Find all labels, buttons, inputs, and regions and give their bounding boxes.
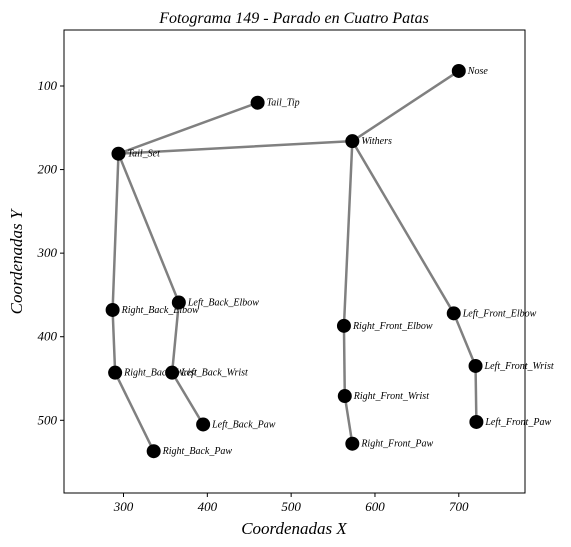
keypoint-left-front-wrist	[468, 358, 483, 373]
keypoint-right-back-elbow	[105, 302, 120, 317]
keypoint-left-back-elbow	[171, 295, 186, 310]
y-axis-label: Coordenadas Y	[7, 208, 26, 314]
x-tick-label-400: 400	[198, 499, 218, 514]
bone-tail-set-to-left-back-elbow	[117, 152, 181, 304]
bone-tail-set-to-tail-tip	[117, 101, 259, 155]
keypoint-label-right-back-paw: Right_Back_Paw	[162, 446, 233, 457]
x-tick-label-700: 700	[449, 499, 469, 514]
keypoint-label-left-back-paw: Left_Back_Paw	[211, 419, 276, 430]
keypoint-label-right-back-wrist: Right_Back_Wrist	[123, 368, 197, 379]
keypoint-label-tail-tip: Tail_Tip	[267, 98, 300, 109]
keypoint-label-nose: Nose	[467, 66, 489, 77]
keypoint-nose	[451, 63, 466, 78]
x-axis-label: Coordenadas X	[241, 519, 347, 538]
keypoint-label-right-front-wrist: Right_Front_Wrist	[353, 391, 429, 402]
bone-right-back-wrist-to-right-back-paw	[113, 371, 155, 453]
y-tick-label-400: 400	[38, 329, 58, 344]
x-axis-ticks: 300 400 500 600 700	[113, 493, 469, 514]
skeleton-bones	[111, 69, 478, 453]
keypoint-left-front-elbow	[446, 306, 461, 321]
bone-right-back-elbow-to-right-back-wrist	[111, 308, 117, 374]
bone-right-front-wrist-to-right-front-paw	[343, 394, 354, 445]
keypoint-left-front-paw	[469, 414, 484, 429]
keypoint-right-front-wrist	[337, 389, 352, 404]
keypoint-label-right-front-elbow: Right_Front_Elbow	[352, 321, 433, 332]
bone-nose-to-withers	[351, 69, 461, 143]
bone-left-front-elbow-to-left-front-wrist	[452, 312, 477, 368]
bone-withers-to-tail-set	[117, 139, 354, 155]
keypoint-label-left-front-wrist: Left_Front_Wrist	[484, 361, 554, 372]
chart-title: Fotograma 149 - Parado en Cuatro Patas	[158, 10, 429, 27]
keypoint-label-right-back-elbow: Right_Back_Elbow	[121, 305, 200, 316]
bone-left-back-elbow-to-left-back-wrist	[170, 301, 181, 374]
keypoint-label-left-front-elbow: Left_Front_Elbow	[462, 308, 537, 319]
keypoint-right-back-wrist	[108, 365, 123, 380]
x-tick-label-500: 500	[281, 499, 301, 514]
y-tick-label-100: 100	[38, 78, 58, 93]
x-tick-label-600: 600	[365, 499, 385, 514]
bone-right-front-elbow-to-right-front-wrist	[342, 324, 347, 398]
keypoint-tail-tip	[250, 95, 265, 110]
bone-withers-to-right-front-elbow	[342, 139, 354, 328]
skeleton-joints	[105, 63, 484, 459]
x-tick-label-300: 300	[113, 499, 134, 514]
keypoint-right-front-paw	[345, 436, 360, 451]
plot-frame	[63, 29, 526, 494]
y-axis-ticks: 100 200 300 400 500	[37, 78, 64, 427]
keypoint-left-back-paw	[196, 417, 211, 432]
bone-left-back-wrist-to-left-back-paw	[170, 371, 205, 426]
bone-tail-set-to-right-back-elbow	[111, 152, 120, 312]
keypoint-withers	[345, 134, 360, 149]
keypoint-right-front-elbow	[336, 318, 351, 333]
keypoint-label-left-front-paw: Left_Front_Paw	[484, 417, 551, 428]
keypoint-tail-set	[111, 146, 126, 161]
y-tick-label-200: 200	[38, 162, 58, 177]
y-tick-label-300: 300	[37, 245, 58, 260]
keypoint-label-tail-set: Tail_Set	[127, 149, 160, 160]
keypoint-right-back-paw	[146, 444, 161, 459]
keypoint-label-left-back-elbow: Left_Back_Elbow	[187, 297, 259, 308]
keypoint-labels: Nose Withers Tail_Tip Tail_Set Right_Back_El…	[121, 66, 554, 457]
bone-withers-to-left-front-elbow	[351, 139, 456, 315]
keypoint-label-left-back-wrist: Left_Back_Wrist	[180, 368, 248, 379]
keypoint-left-back-wrist	[165, 365, 180, 380]
keypoint-label-right-front-paw: Right_Front_Paw	[360, 439, 433, 450]
bone-left-front-wrist-to-left-front-paw	[474, 364, 478, 424]
keypoint-label-withers: Withers	[361, 136, 392, 147]
y-tick-label-500: 500	[38, 412, 58, 427]
